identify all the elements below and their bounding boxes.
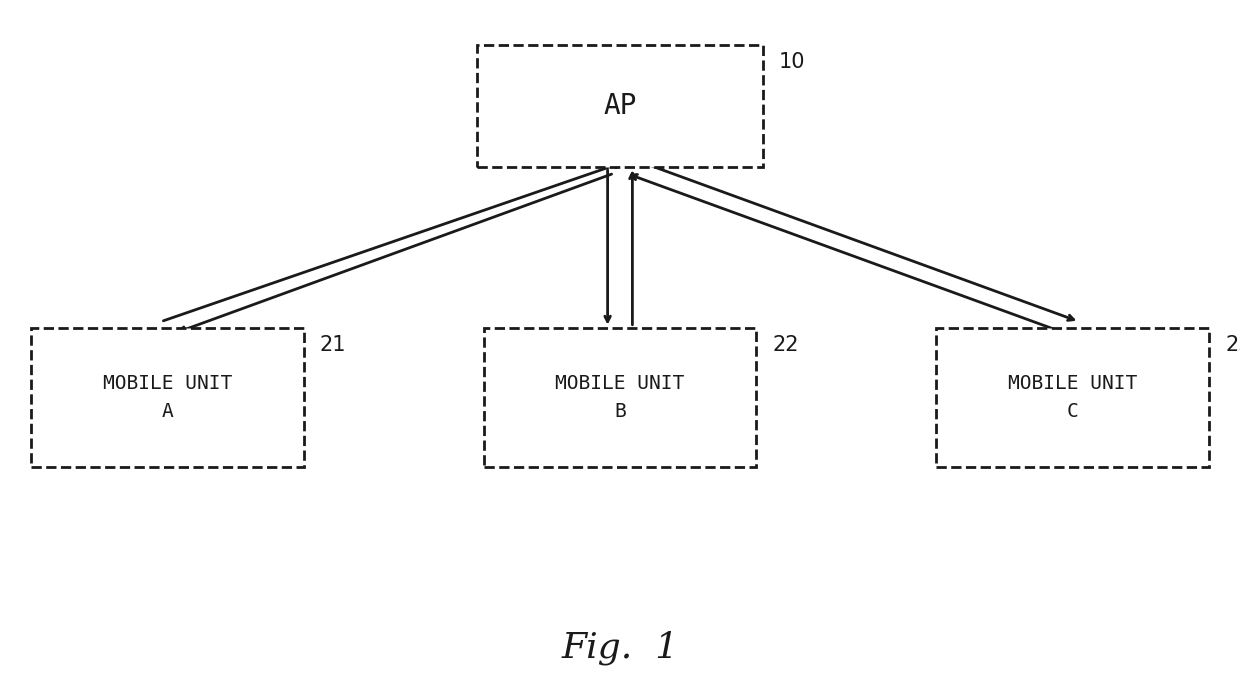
Bar (484, 328, 756, 467)
Text: MOBILE UNIT
B: MOBILE UNIT B (556, 374, 684, 421)
Text: MOBILE UNIT
A: MOBILE UNIT A (103, 374, 232, 421)
Bar (31, 328, 304, 467)
Bar (936, 328, 1209, 467)
Text: 23: 23 (1225, 335, 1240, 355)
Text: 21: 21 (320, 335, 346, 355)
Text: MOBILE UNIT
C: MOBILE UNIT C (1008, 374, 1137, 421)
Bar (477, 45, 763, 167)
Text: 10: 10 (779, 52, 805, 72)
Text: Fig.  1: Fig. 1 (562, 631, 678, 666)
Text: AP: AP (603, 92, 637, 121)
Text: 22: 22 (773, 335, 799, 355)
